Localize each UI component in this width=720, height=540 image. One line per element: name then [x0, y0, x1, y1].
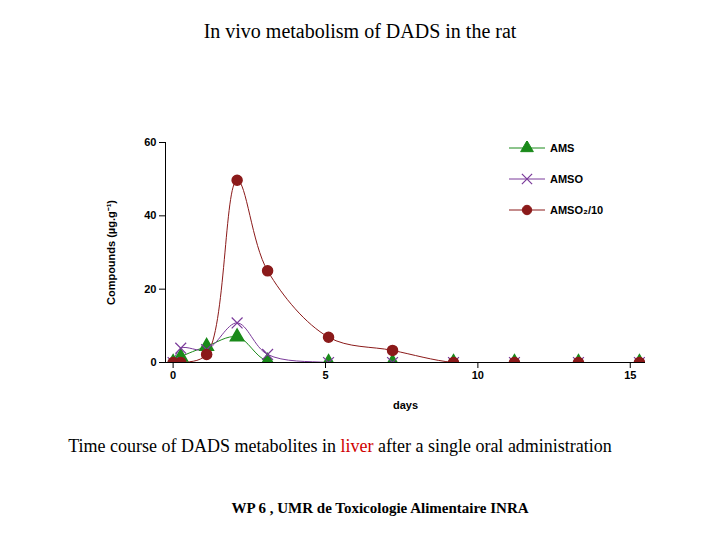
svg-text:days: days: [393, 399, 418, 411]
svg-text:Compounds (µg.g⁻¹): Compounds (µg.g⁻¹): [105, 200, 117, 305]
svg-text:60: 60: [144, 136, 156, 148]
svg-text:40: 40: [144, 209, 156, 221]
html-text:WP 6 , UMR de Toxicologie Alim: WP 6 , UMR de Toxicologie Alimentaire IN…: [231, 500, 529, 516]
html-text:AMSO₂/10: AMSO₂/10: [550, 203, 604, 216]
html-text:Time course of DADS metabolite: Time course of DADS metabolites in liver…: [68, 436, 612, 456]
html-text:In vivo metabolism of DADS in: In vivo metabolism of DADS in the rat: [203, 20, 517, 42]
html-text:AMS: AMS: [550, 141, 575, 154]
svg-text:0: 0: [170, 369, 176, 381]
svg-text:0: 0: [150, 356, 156, 368]
svg-text:10: 10: [472, 369, 484, 381]
svg-text:20: 20: [144, 283, 156, 295]
svg-text:5: 5: [322, 369, 328, 381]
html-text:AMSO: AMSO: [550, 172, 583, 185]
svg-text:15: 15: [624, 369, 636, 381]
